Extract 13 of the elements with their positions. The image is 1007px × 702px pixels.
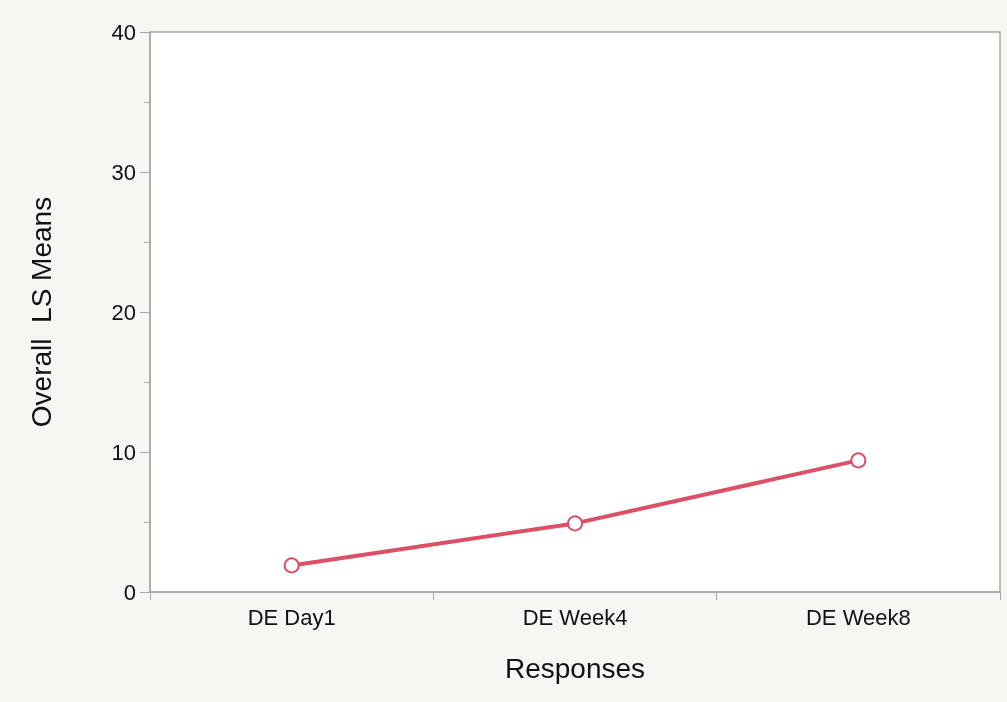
y-tick-label: 20 [111,299,136,325]
point [850,452,867,469]
x-tick-label: DE Week4 [522,604,628,630]
x-tick-label: DE Day1 [247,604,336,630]
y-tick-label: 0 [123,579,136,605]
y-tick-label: 30 [111,159,136,185]
y-tick-label: 40 [111,19,136,45]
y-axis-title: Overall LS Means [25,196,57,428]
point [283,557,300,574]
y-tick-label: 10 [111,439,136,465]
x-axis-title: Responses [504,652,646,684]
x-tick-label: DE Week8 [805,604,911,630]
point [567,515,583,532]
